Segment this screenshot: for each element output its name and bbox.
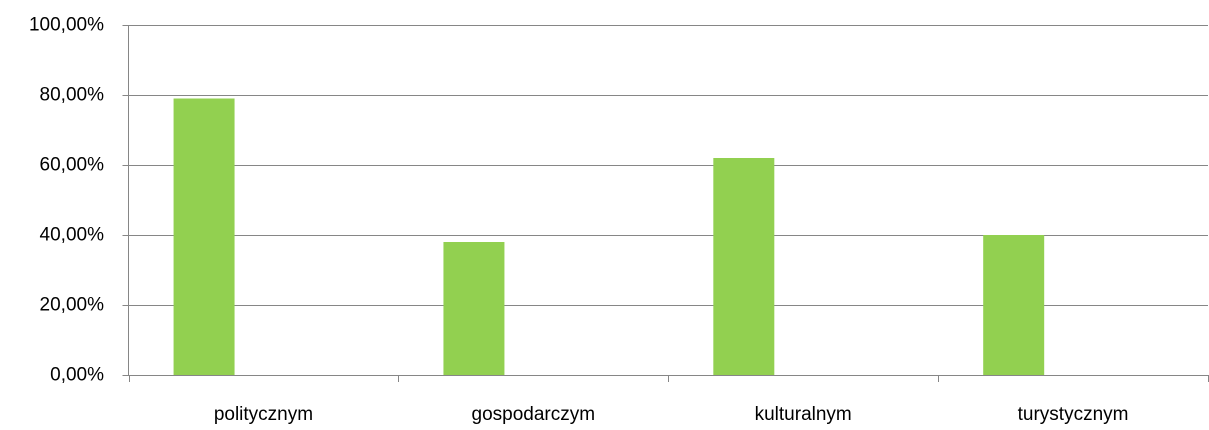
- x-tick-label: politycznym: [214, 404, 313, 425]
- bar: [443, 242, 505, 375]
- y-tick-label: 40,00%: [40, 225, 105, 246]
- y-tick-label: 60,00%: [40, 155, 105, 176]
- x-tick-label: kulturalnym: [755, 404, 852, 425]
- x-tick-label: gospodarczym: [472, 404, 596, 425]
- y-tick-label: 20,00%: [40, 295, 105, 316]
- y-tick-label: 0,00%: [50, 365, 104, 386]
- bar: [173, 98, 235, 375]
- y-tick-label: 80,00%: [40, 85, 105, 106]
- bar: [983, 235, 1045, 375]
- bar: [713, 158, 775, 375]
- y-tick-label: 100,00%: [29, 15, 104, 36]
- x-tick-label: turystycznym: [1018, 404, 1129, 425]
